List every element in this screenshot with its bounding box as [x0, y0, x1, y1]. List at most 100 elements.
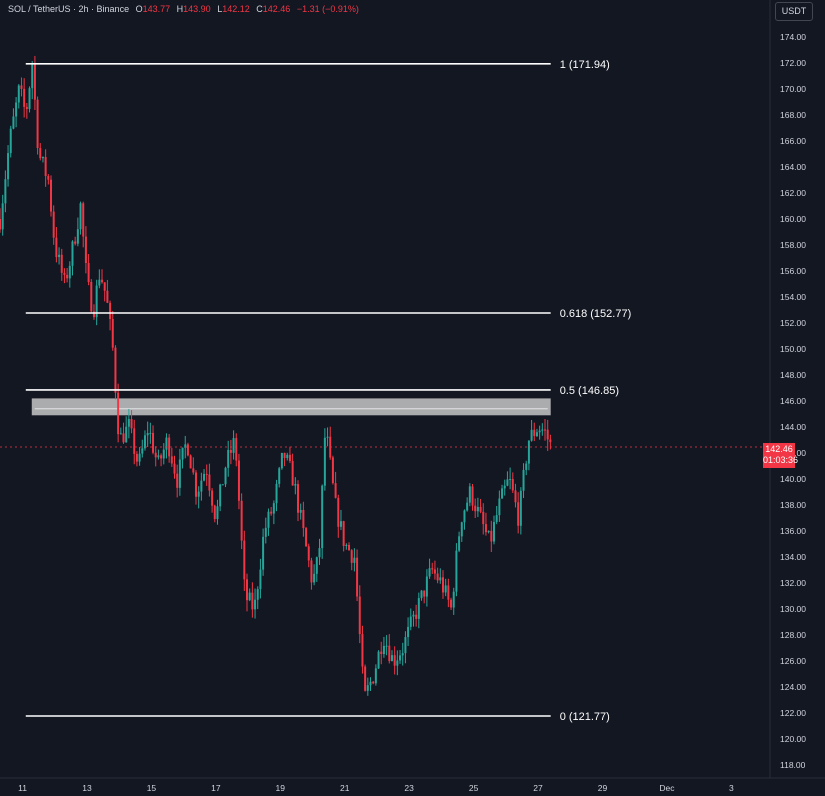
- candle-body: [71, 241, 74, 266]
- fib-level-label: 0 (121.77): [560, 711, 610, 723]
- y-tick-label: 122.00: [780, 708, 806, 718]
- candle-body: [471, 486, 474, 506]
- candle-body: [9, 128, 12, 154]
- candle-body: [33, 64, 36, 100]
- candle-body: [530, 429, 533, 441]
- candle-body: [278, 468, 281, 484]
- candle-body: [310, 560, 313, 583]
- candle-body: [254, 599, 257, 610]
- candle-body: [385, 645, 388, 647]
- candle-body: [267, 511, 270, 528]
- x-tick-label: 29: [598, 783, 608, 793]
- candle-body: [84, 236, 87, 264]
- candle-body: [103, 282, 106, 291]
- candle-body: [50, 179, 53, 212]
- symbol-name[interactable]: SOL / TetherUS: [8, 4, 71, 14]
- y-tick-label: 146.00: [780, 396, 806, 406]
- candle-body: [447, 585, 450, 600]
- candle-body: [337, 497, 340, 527]
- candle-body: [390, 655, 393, 662]
- x-tick-label: 19: [276, 783, 286, 793]
- candle-body: [318, 548, 321, 558]
- candle-body: [275, 483, 278, 504]
- candle-body: [7, 153, 10, 180]
- interval-label[interactable]: 2h: [78, 4, 89, 14]
- candle-body: [399, 655, 402, 661]
- candle-body: [321, 485, 324, 549]
- candle-body: [535, 432, 538, 437]
- candle-body: [203, 473, 206, 481]
- candle-body: [213, 505, 216, 520]
- candle-body: [186, 444, 189, 456]
- candle-body: [452, 591, 455, 608]
- y-tick-label: 170.00: [780, 84, 806, 94]
- candle-body: [291, 461, 294, 486]
- candle-body: [356, 557, 359, 597]
- candle-body: [146, 433, 149, 436]
- candle-body: [262, 536, 265, 570]
- candle-body: [66, 274, 69, 279]
- low-value: 142.12: [222, 4, 250, 14]
- high-value: 143.90: [183, 4, 211, 14]
- fib-level-label: 0.618 (152.77): [560, 308, 632, 320]
- candle-body: [63, 272, 66, 275]
- candle-body: [87, 263, 90, 283]
- candle-body: [189, 455, 192, 469]
- candle-body: [493, 522, 496, 542]
- candle-body: [495, 515, 498, 523]
- candle-body: [135, 453, 138, 462]
- candle-body: [79, 203, 82, 230]
- candle-body: [219, 484, 222, 507]
- currency-button[interactable]: USDT: [775, 2, 813, 21]
- change-value: −1.31 (−0.91%): [296, 4, 359, 14]
- candle-body: [95, 285, 98, 318]
- candle-body: [216, 506, 219, 520]
- x-tick-label: 17: [211, 783, 221, 793]
- candle-body: [388, 645, 391, 662]
- candle-body: [450, 599, 453, 608]
- candle-body: [401, 653, 404, 656]
- candle-body: [358, 596, 361, 635]
- candle-body: [114, 347, 117, 393]
- candle-body: [165, 437, 168, 450]
- candle-body: [466, 502, 469, 511]
- candle-body: [538, 430, 541, 433]
- candle-body: [514, 490, 517, 503]
- y-tick-label: 134.00: [780, 552, 806, 562]
- candle-body: [246, 579, 249, 601]
- candle-body: [364, 666, 367, 691]
- candle-body: [76, 229, 79, 244]
- candle-body: [372, 681, 375, 684]
- candle-body: [74, 241, 77, 244]
- candle-body: [149, 432, 152, 434]
- candle-body: [101, 279, 104, 283]
- candle-body: [4, 179, 7, 204]
- candle-body: [117, 392, 120, 435]
- candle-body: [200, 480, 203, 492]
- candle-body: [482, 511, 485, 525]
- candle-body: [157, 455, 160, 458]
- candle-body: [441, 577, 444, 593]
- candle-body: [90, 282, 93, 312]
- candle-body: [479, 506, 482, 512]
- y-tick-label: 136.00: [780, 526, 806, 536]
- candle-body: [331, 457, 334, 484]
- candle-body: [82, 203, 85, 237]
- y-tick-label: 164.00: [780, 162, 806, 172]
- candle-body: [68, 265, 71, 279]
- candle-body: [1, 203, 4, 230]
- candle-body: [41, 157, 44, 159]
- candle-body: [544, 429, 547, 431]
- candle-body: [374, 668, 377, 684]
- candle-body: [178, 459, 181, 488]
- candle-body: [519, 490, 522, 526]
- candle-body: [160, 455, 163, 459]
- candle-body: [12, 116, 15, 129]
- candle-body: [272, 503, 275, 514]
- candle-body: [546, 429, 549, 440]
- candle-body: [55, 237, 58, 258]
- y-tick-label: 132.00: [780, 578, 806, 588]
- y-tick-label: 126.00: [780, 656, 806, 666]
- fib-level-label: 0.5 (146.85): [560, 385, 619, 397]
